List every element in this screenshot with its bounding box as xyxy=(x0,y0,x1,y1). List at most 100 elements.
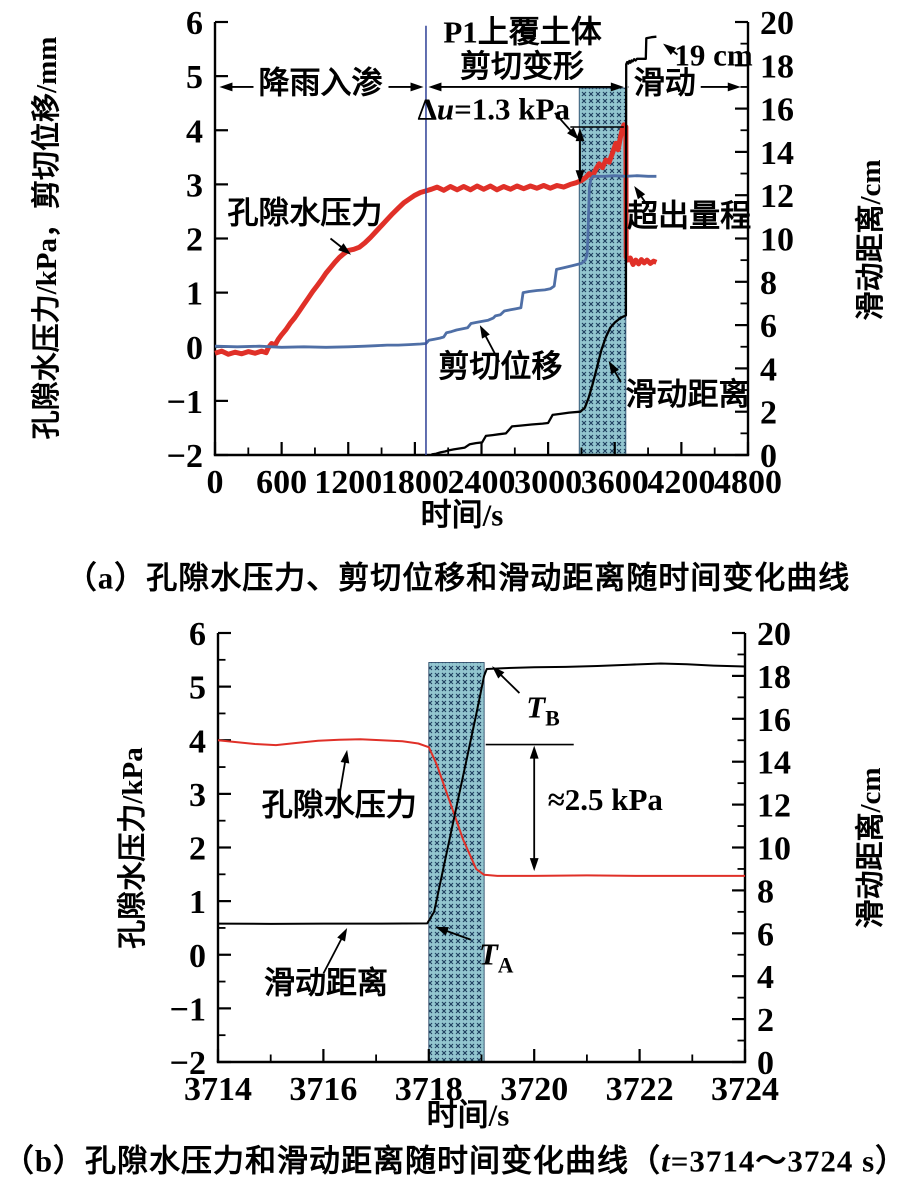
sliding-distance-curve-b xyxy=(217,662,746,925)
y-right-tick-label: 16 xyxy=(757,702,791,739)
final-distance-label: 19 cm xyxy=(674,37,753,72)
y-right-tick-label: 18 xyxy=(760,48,794,85)
pressure-drop-value-label: ≈2.5 kPa xyxy=(548,782,664,817)
rain-phase-label: 降雨入渗 xyxy=(258,65,383,100)
y-left-tick-label: 1 xyxy=(189,884,206,921)
y-left-tick-label: 5 xyxy=(189,670,206,707)
y-right-tick-label: 18 xyxy=(757,659,791,696)
delta-u-label: Δu=1.3 kPa xyxy=(417,91,570,126)
y-right-tick-label: 12 xyxy=(757,788,791,825)
y-left-tick-label: 4 xyxy=(186,113,203,150)
arrowhead xyxy=(663,43,677,55)
caption-b-italic: t xyxy=(661,1143,671,1179)
x-tick-label: 3714 xyxy=(184,1071,252,1108)
y-right-tick-label: 12 xyxy=(760,178,794,215)
arrowhead xyxy=(727,82,741,92)
y-left-tick-label: 6 xyxy=(186,5,203,42)
arrowhead xyxy=(575,128,585,142)
y-right-tick-label: 2 xyxy=(760,395,777,432)
arrowhead xyxy=(338,243,352,255)
sliding-distance-label-a: 滑动距离 xyxy=(625,377,749,412)
sliding-distance-label-b: 滑动距离 xyxy=(264,965,388,1000)
slide-phase-label: 滑动 xyxy=(634,65,696,100)
y-right-tick-label: 20 xyxy=(757,616,791,653)
time-b-label: TB xyxy=(526,690,559,731)
panel-a-x-label: 时间/s xyxy=(420,497,504,533)
x-tick-label: 0 xyxy=(207,464,224,501)
panelB-plot: 3714 3716 3718 3720 3722 3724 −2 −1 0 12 3 4 5 6 0 2 4 6 8… xyxy=(170,616,791,1108)
y-right-tick-label: 6 xyxy=(757,916,774,953)
y-left-tick-label: −2 xyxy=(170,1045,206,1082)
y-right-tick-label: 8 xyxy=(760,265,777,302)
x-tick-label: 3000 xyxy=(514,464,582,501)
y-left-tick-label: 2 xyxy=(186,222,203,259)
caption-b-text: （b）孔隙水压力和滑动距离随时间变化曲线（ xyxy=(2,1143,662,1179)
x-tick-label: 3716 xyxy=(289,1071,357,1108)
rain-phase-label-bg xyxy=(253,67,389,99)
y-left-tick-label: −1 xyxy=(170,991,206,1028)
y-right-tick-label: 0 xyxy=(760,438,777,475)
y-left-tick-label: −2 xyxy=(167,438,203,475)
y-left-tick-label: 4 xyxy=(189,723,206,760)
y-left-tick-label: 6 xyxy=(189,616,206,653)
pore-pressure-label-a: 孔隙水压力 xyxy=(227,195,382,230)
caption-b: （b）孔隙水压力和滑动距离随时间变化曲线（t=3714～3724 s） xyxy=(3,1136,907,1181)
x-tick-label: 1800 xyxy=(381,464,449,501)
pore-pressure-curve-a xyxy=(214,122,658,357)
y-right-tick-label: 10 xyxy=(760,222,794,259)
arrowhead xyxy=(529,858,539,872)
y-right-tick-label: 4 xyxy=(760,351,777,388)
time-a-label: TA xyxy=(479,936,514,977)
y-left-tick-label: 5 xyxy=(186,59,203,96)
x-tick-label: 2400 xyxy=(448,464,516,501)
x-tick-label: 3722 xyxy=(606,1071,674,1108)
x-tick-label: 1200 xyxy=(314,464,382,501)
shear-displacement-curve-a xyxy=(214,174,657,349)
shear-phase-label-line1: P1上覆土体 xyxy=(443,15,601,50)
sliding-distance-curve-a xyxy=(431,35,657,456)
arrowhead xyxy=(610,82,624,92)
y-right-tick-label: 4 xyxy=(757,959,774,996)
arrowhead xyxy=(219,82,233,92)
y-left-tick-label: 3 xyxy=(186,167,203,204)
caption-a: （a）孔隙水压力、剪切位移和滑动距离随时间变化曲线 xyxy=(66,553,851,598)
arrowhead xyxy=(492,666,505,679)
y-right-tick-label: 0 xyxy=(757,1045,774,1082)
x-tick-label: 3720 xyxy=(500,1071,568,1108)
pore-pressure-curve-b xyxy=(217,738,745,877)
panelA-plot: 0 600 1200180024003000360042004800−2−10123… xyxy=(167,5,794,501)
y-right-tick-label: 10 xyxy=(757,831,791,868)
y-right-tick-label: 8 xyxy=(757,873,774,910)
arrowhead xyxy=(634,185,646,200)
y-left-tick-label: −1 xyxy=(167,384,203,421)
x-tick-label: 3724 xyxy=(711,1071,779,1108)
arrowhead xyxy=(435,926,449,936)
arrowhead xyxy=(567,127,579,140)
y-right-tick-label: 6 xyxy=(760,308,777,345)
x-tick-label: 4200 xyxy=(647,464,715,501)
panel-b-x-label: 时间/s xyxy=(426,1097,510,1133)
panel-b-y-right-label: 滑动距离/cm xyxy=(855,767,887,929)
arrowhead xyxy=(608,360,619,375)
panel-a-y-right-label: 滑动距离/cm xyxy=(855,159,887,321)
y-left-tick-label: 0 xyxy=(189,938,206,975)
y-left-tick-label: 1 xyxy=(186,276,203,313)
y-left-tick-label: 0 xyxy=(186,330,203,367)
x-tick-label: 3600 xyxy=(581,464,649,501)
arrowhead xyxy=(529,745,539,759)
y-right-tick-label: 2 xyxy=(757,1002,774,1039)
y-right-tick-label: 16 xyxy=(760,92,794,129)
arrowhead xyxy=(575,170,585,184)
slide-phase-label-bg xyxy=(628,67,701,99)
panel-a-y-left-label: 孔隙水压力/kPa，剪切位移/mm xyxy=(31,36,63,440)
shear-phase-label-line2: 剪切变形 xyxy=(460,49,584,84)
shear-displacement-label-a: 剪切位移 xyxy=(438,349,562,384)
y-left-tick-label: 3 xyxy=(189,777,206,814)
failure-band xyxy=(428,662,485,1063)
arrowhead xyxy=(410,82,424,92)
x-tick-label: 3718 xyxy=(395,1071,463,1108)
x-tick-label: 4800 xyxy=(714,464,782,501)
y-right-tick-label: 20 xyxy=(760,5,794,42)
